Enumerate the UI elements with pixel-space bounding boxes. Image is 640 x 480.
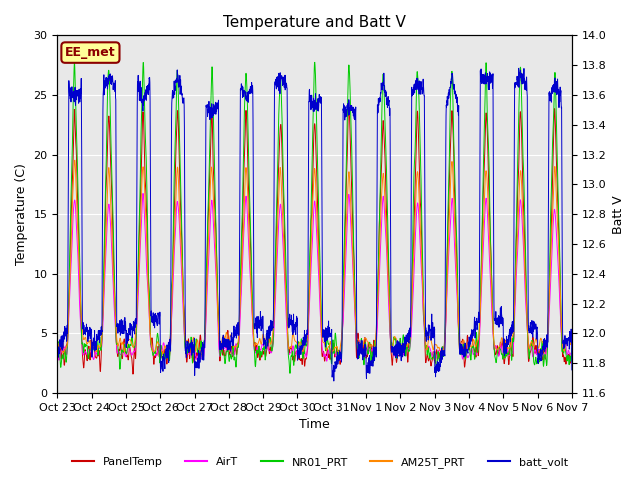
batt_volt <box>54 348 61 354</box>
PanelTemp <box>345 102 353 108</box>
Line: NR01_PRT: NR01_PRT <box>58 62 572 373</box>
NR01_PRT <box>330 346 337 351</box>
AM25T_PRT <box>523 311 531 317</box>
PanelTemp <box>523 304 531 310</box>
NR01_PRT <box>197 339 205 345</box>
batt_volt <box>523 84 531 89</box>
batt_volt <box>464 350 472 356</box>
Legend: PanelTemp, AirT, NR01_PRT, AM25T_PRT, batt_volt: PanelTemp, AirT, NR01_PRT, AM25T_PRT, ba… <box>68 452 572 472</box>
PanelTemp <box>54 345 61 350</box>
PanelTemp <box>537 347 545 353</box>
batt_volt <box>537 357 545 362</box>
Y-axis label: Temperature (C): Temperature (C) <box>15 163 28 265</box>
batt_volt <box>340 105 348 111</box>
AirT <box>568 349 576 355</box>
NR01_PRT <box>523 306 531 312</box>
batt_volt <box>329 371 337 377</box>
batt_volt <box>515 65 522 71</box>
PanelTemp <box>330 343 337 348</box>
AirT <box>465 355 472 360</box>
Line: AM25T_PRT: AM25T_PRT <box>58 160 572 354</box>
batt_volt <box>330 378 338 384</box>
AirT <box>537 350 545 356</box>
PanelTemp <box>197 339 205 345</box>
Text: EE_met: EE_met <box>65 46 116 59</box>
AM25T_PRT <box>341 260 349 266</box>
AirT <box>341 280 349 286</box>
AirT <box>197 355 205 361</box>
AM25T_PRT <box>568 338 576 344</box>
NR01_PRT <box>465 347 472 352</box>
AM25T_PRT <box>465 339 472 345</box>
AM25T_PRT <box>330 348 337 353</box>
AirT <box>523 319 531 325</box>
batt_volt <box>568 367 576 373</box>
NR01_PRT <box>286 371 294 376</box>
NR01_PRT <box>311 60 319 65</box>
batt_volt <box>197 348 205 354</box>
AirT <box>54 347 61 352</box>
NR01_PRT <box>568 345 576 351</box>
AirT <box>139 191 147 196</box>
PanelTemp <box>465 342 472 348</box>
Title: Temperature and Batt V: Temperature and Batt V <box>223 15 406 30</box>
AM25T_PRT <box>537 336 545 341</box>
X-axis label: Time: Time <box>300 419 330 432</box>
AM25T_PRT <box>198 351 206 357</box>
PanelTemp <box>129 371 137 377</box>
AirT <box>330 348 337 354</box>
Y-axis label: Batt V: Batt V <box>612 195 625 234</box>
Line: PanelTemp: PanelTemp <box>58 105 572 374</box>
AM25T_PRT <box>197 349 205 355</box>
PanelTemp <box>340 253 348 259</box>
AirT <box>323 359 330 364</box>
Line: batt_volt: batt_volt <box>58 68 572 381</box>
AM25T_PRT <box>54 339 61 345</box>
Line: AirT: AirT <box>58 193 572 361</box>
PanelTemp <box>568 348 576 354</box>
AM25T_PRT <box>71 157 79 163</box>
NR01_PRT <box>537 349 545 355</box>
NR01_PRT <box>54 341 61 347</box>
NR01_PRT <box>341 227 349 233</box>
